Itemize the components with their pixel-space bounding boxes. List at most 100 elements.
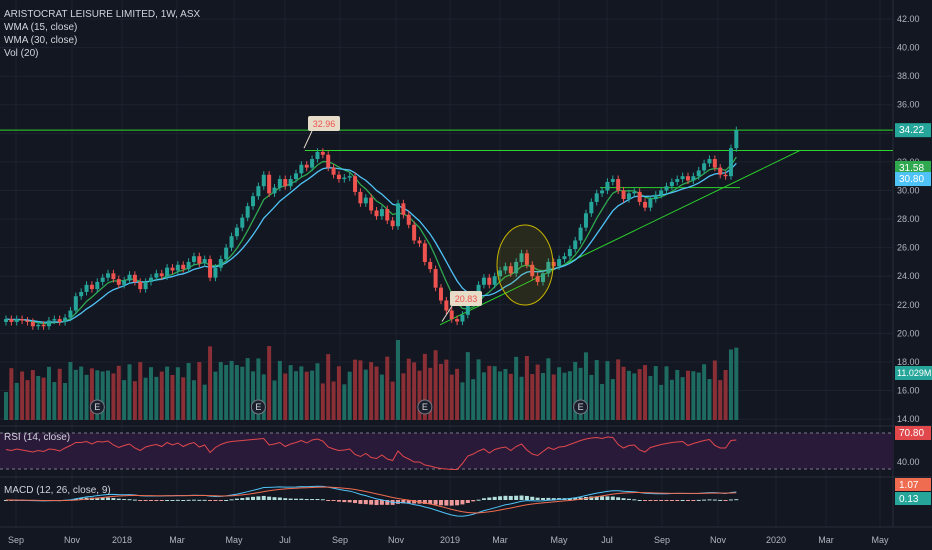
volume-bar	[127, 364, 132, 420]
candle-body	[487, 277, 492, 285]
volume-bar	[621, 366, 626, 420]
macd-histogram-bar	[229, 499, 234, 501]
macd-histogram-bar	[272, 497, 277, 500]
volume-bar	[165, 366, 170, 420]
macd-histogram-bar	[197, 499, 202, 501]
macd-histogram-bar	[428, 500, 433, 505]
macd-histogram-bar	[680, 500, 685, 501]
candle-body	[165, 267, 170, 277]
rsi-legend[interactable]: RSI (14, close)	[4, 432, 71, 443]
highlight-ellipse	[496, 224, 554, 306]
volume-legend[interactable]: Vol (20)	[4, 48, 39, 59]
macd-histogram-bar	[659, 500, 664, 501]
candle-body	[369, 197, 374, 211]
macd-histogram-bar	[438, 500, 443, 506]
volume-bar	[267, 346, 272, 420]
time-tick: 2020	[766, 535, 786, 545]
candle-body	[567, 249, 572, 257]
volume-bar	[390, 381, 395, 420]
chart-title[interactable]: ARISTOCRAT LEISURE LIMITED, 1W, ASX	[4, 9, 201, 20]
candle-body	[283, 179, 288, 187]
macd-histogram-bar	[508, 495, 513, 500]
candle-body	[73, 296, 78, 311]
candle-body	[197, 256, 202, 264]
chart-legend: ARISTOCRAT LEISURE LIMITED, 1W, ASX WMA …	[4, 8, 200, 60]
macd-histogram-bar	[299, 498, 304, 500]
candle-body	[218, 259, 223, 268]
candle-body	[213, 267, 218, 278]
candle-body	[4, 319, 8, 322]
candle-body	[347, 176, 352, 178]
signal-line	[6, 486, 737, 514]
candle-body	[234, 227, 239, 237]
volume-bar	[79, 366, 84, 420]
rsi-line	[5, 436, 737, 470]
rsi-value-label: 70.80	[899, 428, 924, 439]
macd-histogram-bar	[224, 500, 229, 501]
candle-body	[299, 164, 304, 174]
macd-histogram-bar	[610, 496, 615, 500]
earnings-marker	[250, 399, 266, 415]
volume-bar	[46, 366, 51, 420]
macd-histogram-bar	[605, 496, 610, 500]
candle-body	[46, 320, 51, 327]
candle-body	[498, 270, 503, 277]
macd-histogram-bar	[320, 499, 325, 501]
macd-histogram-bar	[73, 498, 78, 500]
volume-bar	[401, 373, 406, 420]
wma15-legend[interactable]: WMA (15, close)	[4, 22, 78, 33]
time-tick: Sep	[332, 535, 348, 545]
volume-bar	[487, 365, 492, 420]
volume-bar	[498, 371, 503, 420]
macd-histogram-bar	[336, 500, 341, 502]
price-tick: 42.00	[897, 14, 920, 24]
wma15-line	[5, 156, 737, 325]
volume-bar	[551, 374, 556, 420]
macd-histogram-bar	[530, 496, 535, 500]
candle-body	[336, 174, 341, 180]
candle-body	[680, 176, 685, 180]
volume-bar	[734, 347, 739, 420]
macd-histogram-bar	[712, 499, 717, 501]
volume-bar	[111, 373, 116, 420]
volume-bar	[353, 359, 358, 420]
price-tick: 18.00	[897, 357, 920, 367]
candle-body	[696, 170, 701, 177]
candle-body	[718, 167, 723, 175]
macd-histogram-bar	[503, 495, 508, 500]
volume-bar	[583, 352, 588, 420]
volume-bar	[600, 383, 605, 420]
volume-bar	[610, 379, 615, 420]
callout-low-text: 20.83	[455, 294, 478, 304]
volume-bar	[283, 373, 288, 420]
candle-body	[589, 201, 594, 214]
candle-body	[116, 279, 121, 285]
candle-body	[669, 181, 674, 187]
macd-histogram-bar	[691, 500, 696, 501]
candle-body	[610, 179, 615, 182]
volume-bar	[240, 366, 245, 420]
macd-histogram-bar	[251, 496, 256, 500]
candle-body	[396, 203, 401, 227]
candle-body	[702, 163, 707, 171]
macd-histogram-bar	[374, 500, 379, 506]
time-tick: Nov	[64, 535, 81, 545]
volume-bar	[374, 366, 379, 420]
candle-body	[648, 199, 653, 208]
candle-body	[363, 197, 368, 204]
volume-bar	[369, 362, 374, 420]
volume-bar	[428, 367, 433, 420]
candle-body	[524, 253, 529, 265]
macd-histogram-bar	[256, 496, 261, 500]
candle-body	[293, 173, 298, 180]
support-trendline	[439, 150, 801, 326]
volume-bar	[557, 367, 562, 420]
wma30-legend[interactable]: WMA (30, close)	[4, 35, 78, 46]
candle-body	[342, 177, 347, 180]
volume-bar	[277, 360, 282, 420]
macd-legend[interactable]: MACD (12, 26, close, 9)	[4, 485, 111, 496]
macd-histogram-bar	[186, 499, 191, 501]
macd-histogram-bar	[621, 498, 626, 500]
candle-body	[138, 281, 143, 290]
